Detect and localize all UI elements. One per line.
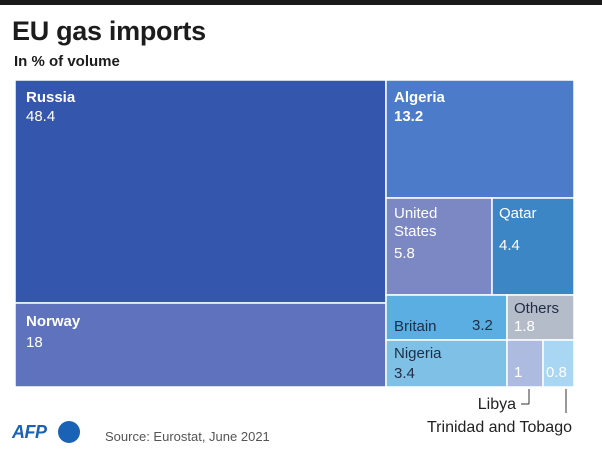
callout-label-libya: Libya <box>478 396 516 413</box>
cell-label-others: Others <box>514 300 559 317</box>
chart-title: EU gas imports <box>12 16 206 46</box>
cell-value-united-states: 5.8 <box>394 245 415 262</box>
cell-value-algeria: 13.2 <box>394 108 423 125</box>
cell-label-russia: Russia <box>26 89 76 106</box>
afp-logo-text: AFP <box>12 422 47 442</box>
cell-value-britain: 3.2 <box>472 317 493 334</box>
cell-value-qatar: 4.4 <box>499 237 520 254</box>
treemap-cell-others <box>506 294 575 341</box>
source-note: Source: Eurostat, June 2021 <box>105 429 270 444</box>
cell-value-others: 1.8 <box>514 318 535 335</box>
cell-label-united-states-line2: States <box>394 223 437 240</box>
cell-value-trinidad-and-tobago: 0.8 <box>546 364 567 381</box>
cell-label-norway: Norway <box>26 313 81 330</box>
callout-label-trinidad-and-tobago: Trinidad and Tobago <box>427 419 572 436</box>
cell-value-russia: 48.4 <box>26 108 55 125</box>
cell-value-nigeria: 3.4 <box>394 365 415 382</box>
afp-logo-dot <box>58 421 80 443</box>
treemap-cell-britain <box>385 294 508 341</box>
chart-subtitle: In % of volume <box>14 53 120 70</box>
cell-label-united-states: United <box>394 205 437 222</box>
cell-label-nigeria: Nigeria <box>394 345 442 362</box>
treemap-cell-russia <box>14 79 387 304</box>
cell-label-britain: Britain <box>394 318 437 335</box>
top-bar <box>0 0 602 5</box>
cell-value-norway: 18 <box>26 334 43 351</box>
treemap-cell-norway <box>14 302 387 388</box>
treemap-cell-qatar <box>491 197 575 296</box>
afp-logo: AFP <box>12 421 80 445</box>
treemap-cell-trinidad-and-tobago <box>542 339 575 388</box>
treemap-cell-united-states <box>385 197 493 296</box>
cell-label-qatar: Qatar <box>499 205 537 222</box>
cell-value-libya: 1 <box>514 364 522 381</box>
cell-label-algeria: Algeria <box>394 89 446 106</box>
treemap-cell-libya <box>506 339 544 388</box>
